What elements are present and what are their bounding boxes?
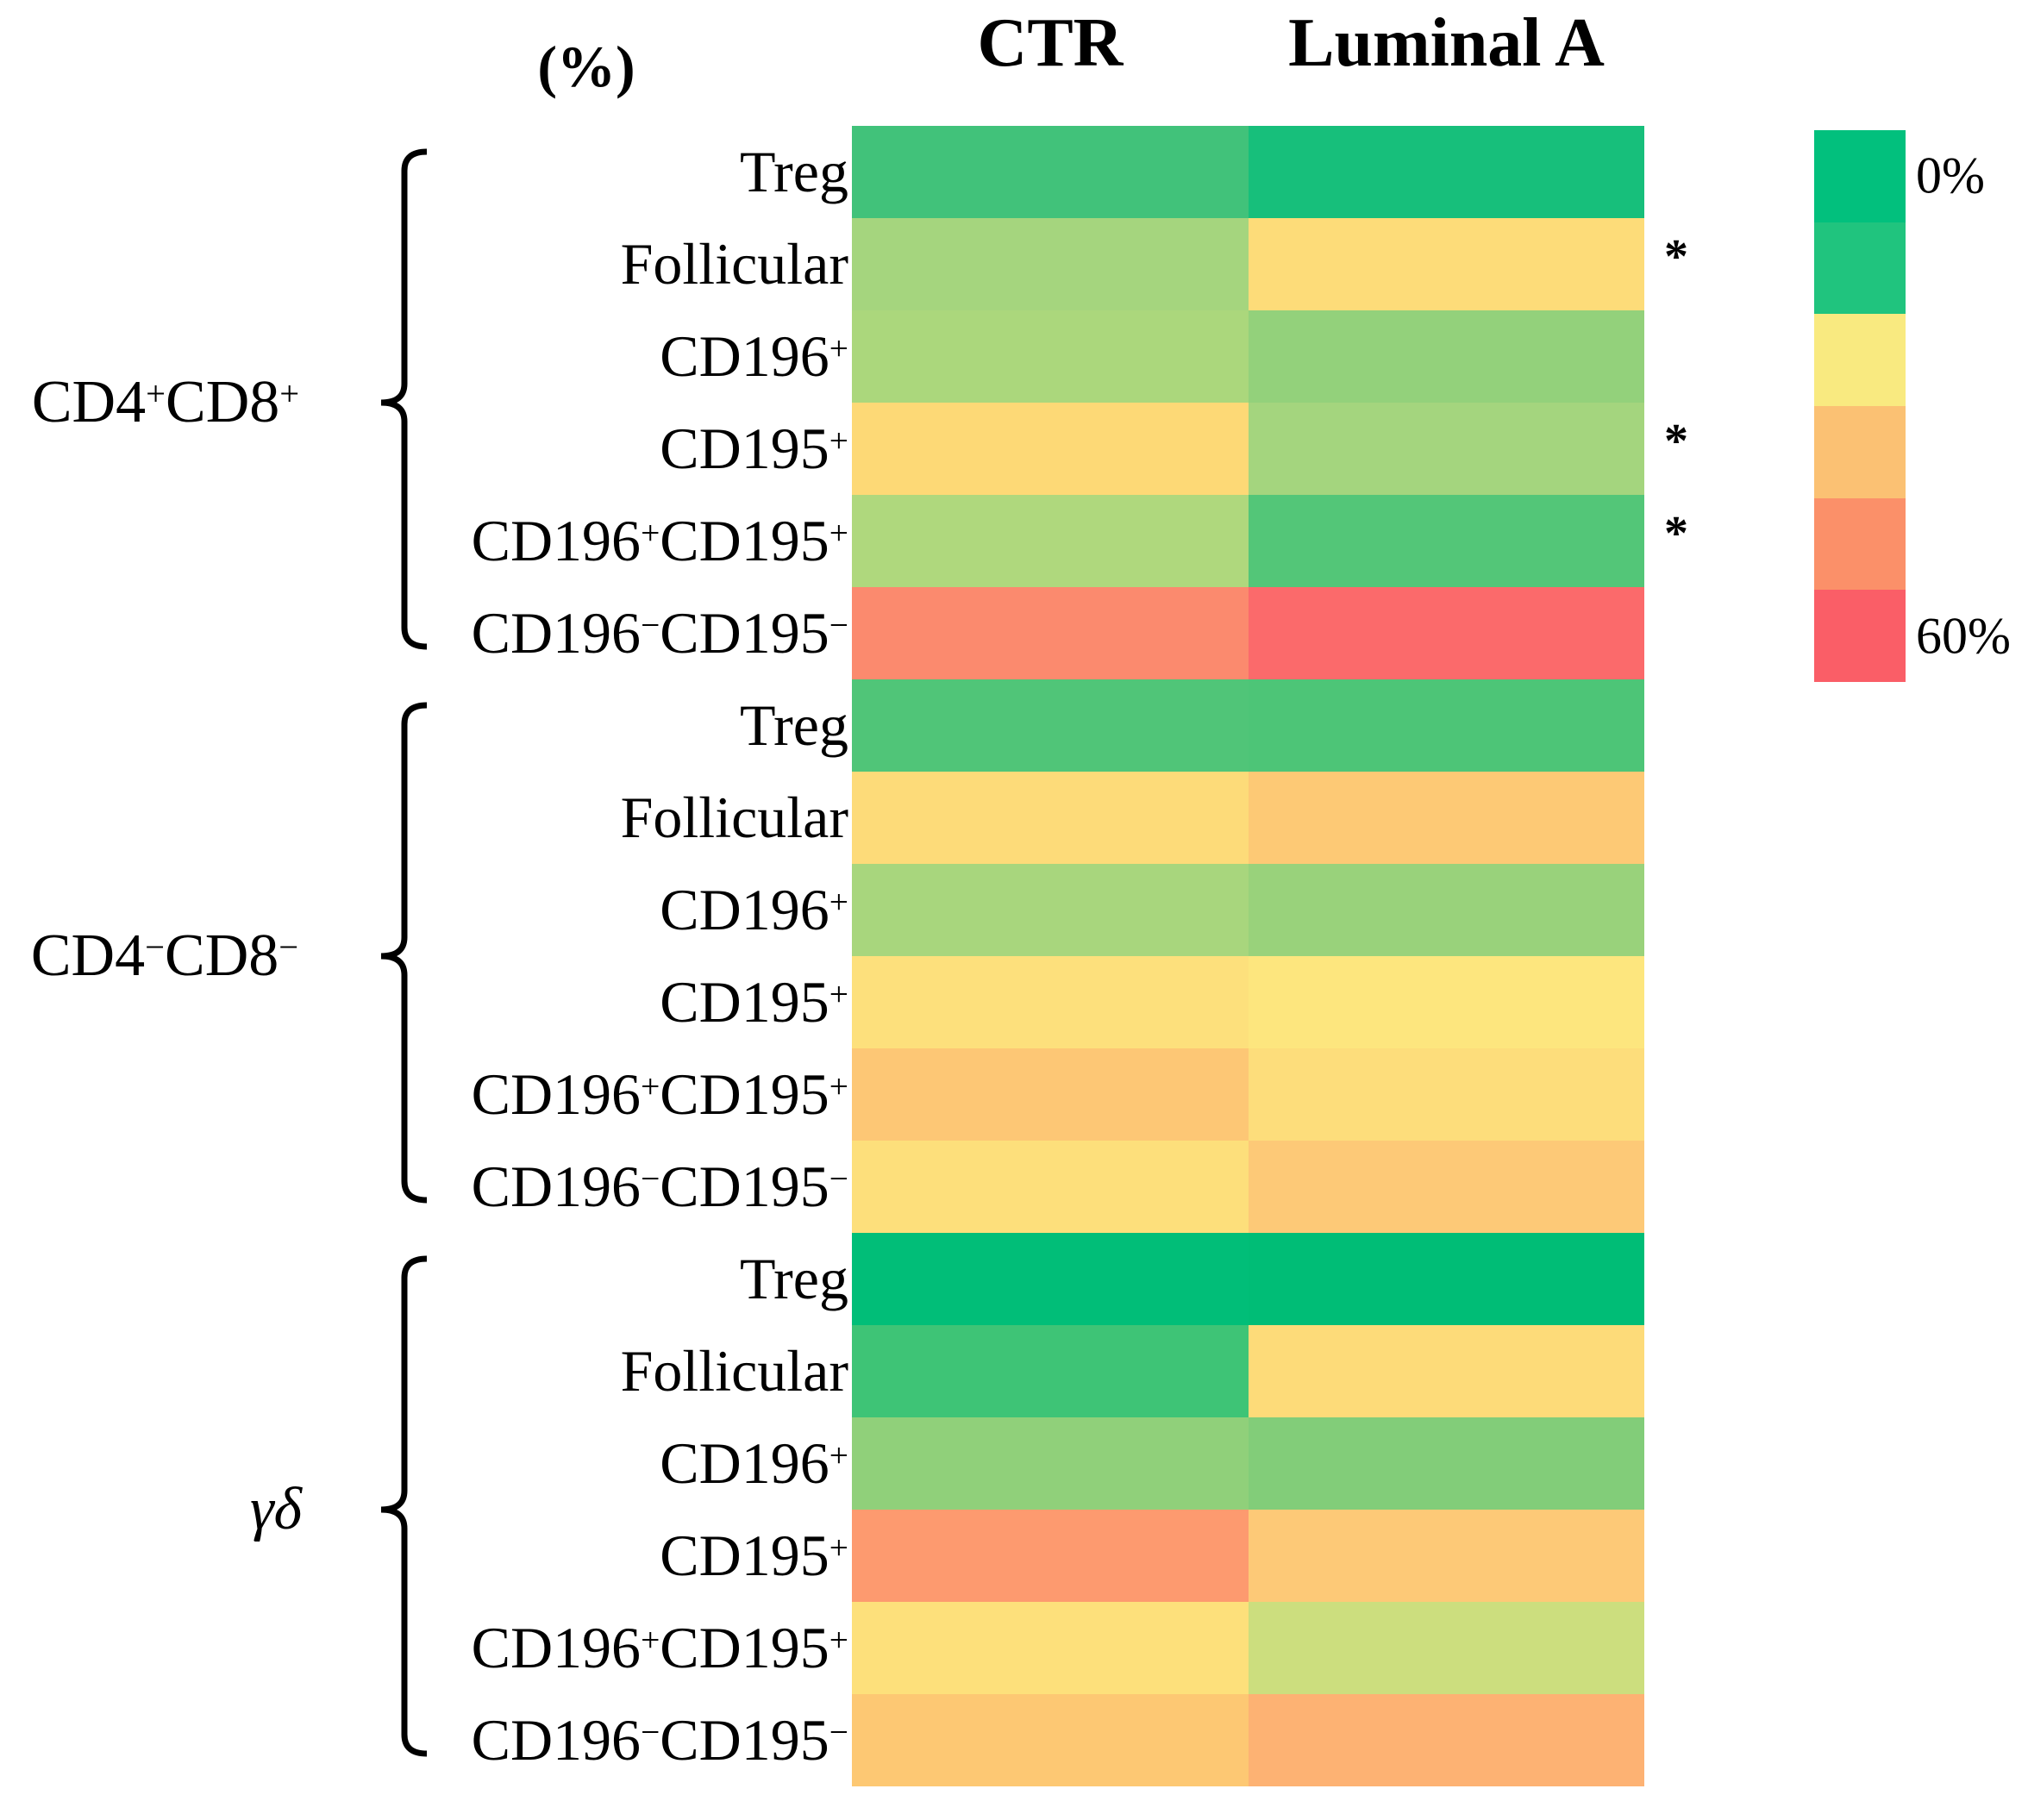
heatmap-cell-luminal_a (1249, 403, 1644, 495)
heatmap-cell-ctr (852, 1141, 1249, 1233)
heatmap-cell-ctr (852, 679, 1249, 772)
heatmap-cell-luminal_a (1249, 864, 1644, 956)
superscript-sign: − (145, 927, 165, 966)
legend-segment-6 (1814, 590, 1906, 682)
heatmap-cell-ctr (852, 1417, 1249, 1510)
superscript-sign: + (829, 514, 848, 553)
heatmap-cell-luminal_a (1249, 1602, 1644, 1694)
superscript-sign: − (829, 606, 848, 645)
superscript-sign: − (641, 1160, 660, 1198)
heatmap-cell-luminal_a (1249, 956, 1644, 1048)
superscript-sign: + (829, 1621, 848, 1660)
heatmap-cell-ctr (852, 1694, 1249, 1786)
heatmap-cell-ctr (852, 864, 1249, 956)
heatmap-cell-luminal_a (1249, 1417, 1644, 1510)
group-label-2: CD4−CD8− (30, 923, 299, 989)
group-label-1: CD4+CD8+ (31, 369, 300, 435)
row-label-follicular: Follicular (620, 231, 848, 297)
row-label-cd196cd195: CD196−CD195− (471, 1707, 848, 1773)
row-label-cd195: CD195+ (660, 969, 848, 1035)
superscript-sign: + (829, 883, 848, 922)
row-label-treg: Treg (740, 1246, 848, 1311)
heatmap-cell-ctr (852, 126, 1249, 218)
heatmap-cell-luminal_a (1249, 679, 1644, 772)
heatmap-cell-luminal_a (1249, 1233, 1644, 1325)
heatmap-cell-luminal_a (1249, 1048, 1644, 1141)
row-label-follicular: Follicular (620, 1338, 848, 1404)
heatmap-cell-ctr (852, 1325, 1249, 1417)
legend-segment-4 (1814, 406, 1906, 498)
superscript-sign: + (829, 1067, 848, 1106)
row-label-treg: Treg (740, 692, 848, 758)
heatmap-cell-luminal_a (1249, 495, 1644, 587)
group-label-3: γδ (249, 1476, 303, 1542)
row-label-treg: Treg (740, 139, 848, 204)
row-label-cd196cd195: CD196+CD195+ (471, 1061, 848, 1127)
heatmap-cell-luminal_a (1249, 587, 1644, 679)
heatmap-cell-luminal_a (1249, 218, 1644, 310)
row-label-cd196cd195: CD196−CD195− (471, 600, 848, 666)
column-header-ctr: CTR (977, 4, 1124, 81)
heatmap-cell-luminal_a (1249, 310, 1644, 403)
superscript-sign: + (829, 1529, 848, 1567)
superscript-sign: + (279, 373, 300, 413)
heatmap-cell-ctr (852, 1233, 1249, 1325)
superscript-sign: + (641, 1621, 660, 1660)
row-label-cd196: CD196+ (660, 323, 848, 389)
heatmap-cell-luminal_a (1249, 1325, 1644, 1417)
significance-asterisk: * (1664, 415, 1688, 468)
superscript-sign: − (641, 1713, 660, 1752)
column-header-luminal-a: Luminal A (1288, 4, 1605, 81)
heatmap-cell-ctr (852, 1048, 1249, 1141)
legend-segment-5 (1814, 498, 1906, 590)
superscript-sign: − (829, 1713, 848, 1752)
heatmap-cell-luminal_a (1249, 126, 1644, 218)
row-label-cd195: CD195+ (660, 1523, 848, 1588)
superscript-sign: − (641, 606, 660, 645)
heatmap-cell-ctr (852, 956, 1249, 1048)
legend-min-label: 0% (1916, 147, 1985, 204)
superscript-sign: + (829, 1436, 848, 1475)
significance-asterisk: * (1664, 230, 1688, 284)
heatmap-cell-ctr (852, 403, 1249, 495)
row-label-follicular: Follicular (620, 785, 848, 850)
superscript-sign: − (279, 927, 299, 966)
heatmap-cell-ctr (852, 310, 1249, 403)
heatmap-cell-luminal_a (1249, 1694, 1644, 1786)
heatmap-cell-ctr (852, 772, 1249, 864)
row-label-cd196: CD196+ (660, 877, 848, 942)
superscript-sign: + (829, 422, 848, 460)
row-label-cd196: CD196+ (660, 1430, 848, 1496)
row-label-cd196cd195: CD196+CD195+ (471, 1615, 848, 1680)
row-label-cd196cd195: CD196+CD195+ (471, 508, 848, 573)
significance-asterisk: * (1664, 507, 1688, 560)
heatmap-cell-ctr (852, 1510, 1249, 1602)
legend-segment-3 (1814, 314, 1906, 406)
heatmap-cell-ctr (852, 495, 1249, 587)
row-label-cd196cd195: CD196−CD195− (471, 1154, 848, 1219)
legend-max-label: 60% (1916, 607, 2011, 665)
superscript-sign: − (829, 1160, 848, 1198)
legend-segment-2 (1814, 222, 1906, 314)
heatmap-cell-ctr (852, 218, 1249, 310)
heatmap-cell-ctr (852, 587, 1249, 679)
superscript-sign: + (146, 373, 166, 413)
legend-segment-1 (1814, 130, 1906, 222)
superscript-sign: + (641, 1067, 660, 1106)
heatmap-cell-luminal_a (1249, 1141, 1644, 1233)
heatmap-cell-luminal_a (1249, 772, 1644, 864)
heatmap-cell-luminal_a (1249, 1510, 1644, 1602)
superscript-sign: + (829, 975, 848, 1014)
unit-label: (%) (537, 33, 635, 99)
row-label-cd195: CD195+ (660, 416, 848, 481)
superscript-sign: + (829, 329, 848, 368)
superscript-sign: + (641, 514, 660, 553)
heatmap-cell-ctr (852, 1602, 1249, 1694)
